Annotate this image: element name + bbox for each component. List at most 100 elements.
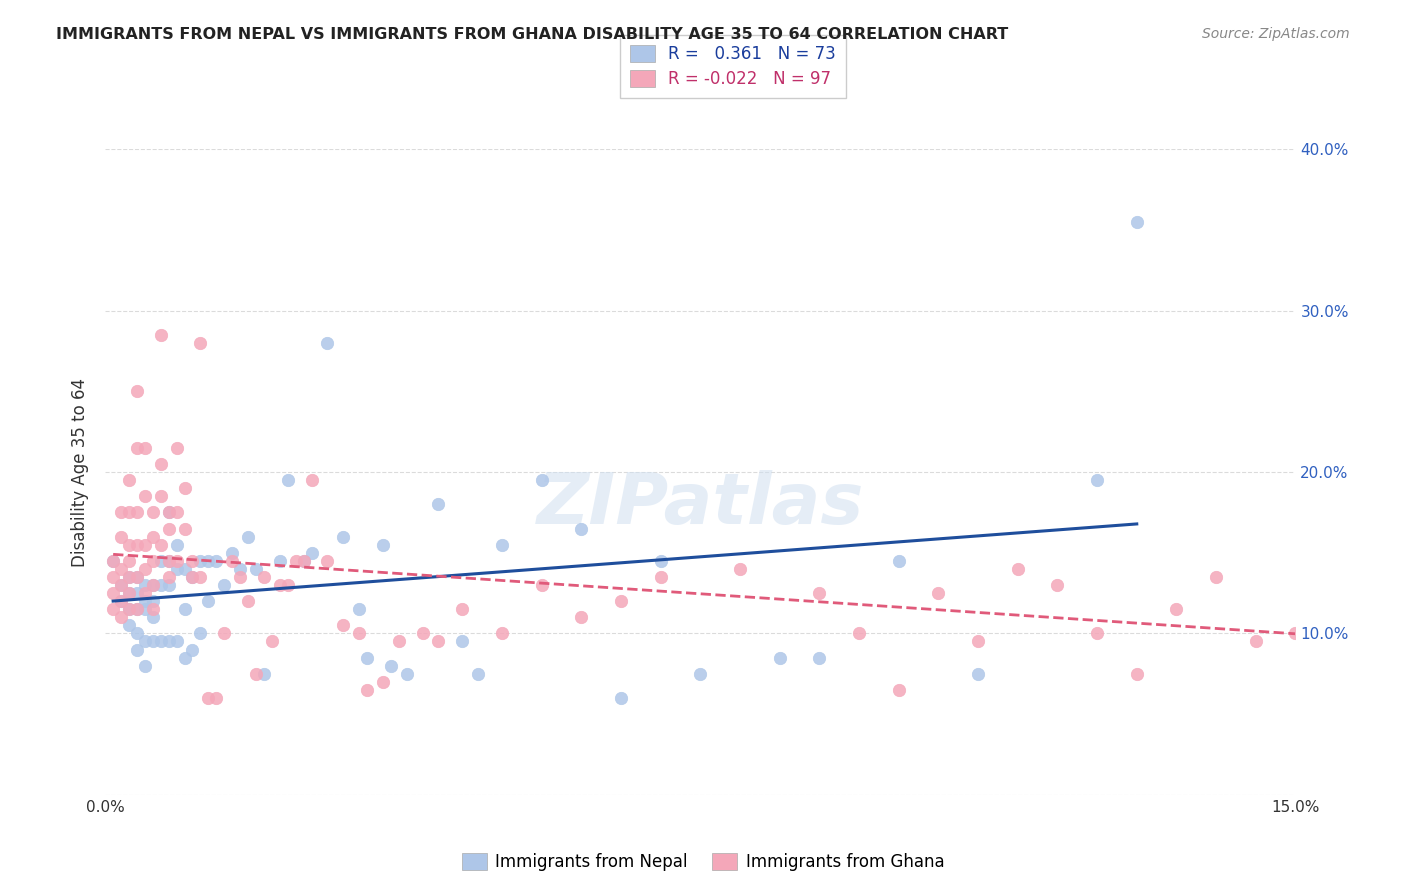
- Point: [1046, 578, 1069, 592]
- Point: [467, 666, 489, 681]
- Point: [427, 497, 450, 511]
- Point: [292, 554, 315, 568]
- Point: [689, 666, 711, 681]
- Point: [212, 626, 235, 640]
- Point: [236, 530, 259, 544]
- Point: [371, 674, 394, 689]
- Point: [347, 602, 370, 616]
- Point: [101, 570, 124, 584]
- Point: [260, 634, 283, 648]
- Point: [292, 554, 315, 568]
- Point: [808, 586, 831, 600]
- Point: [316, 554, 339, 568]
- Point: [125, 570, 148, 584]
- Text: IMMIGRANTS FROM NEPAL VS IMMIGRANTS FROM GHANA DISABILITY AGE 35 TO 64 CORRELATI: IMMIGRANTS FROM NEPAL VS IMMIGRANTS FROM…: [56, 27, 1008, 42]
- Point: [125, 570, 148, 584]
- Point: [125, 384, 148, 399]
- Point: [569, 521, 592, 535]
- Point: [110, 594, 132, 608]
- Point: [301, 473, 323, 487]
- Point: [530, 473, 553, 487]
- Point: [277, 473, 299, 487]
- Point: [142, 530, 165, 544]
- Point: [221, 546, 243, 560]
- Point: [848, 626, 870, 640]
- Point: [190, 554, 212, 568]
- Point: [569, 610, 592, 624]
- Point: [142, 602, 165, 616]
- Point: [1085, 473, 1108, 487]
- Point: [110, 530, 132, 544]
- Point: [277, 578, 299, 592]
- Point: [134, 634, 156, 648]
- Point: [118, 538, 141, 552]
- Point: [134, 441, 156, 455]
- Point: [149, 578, 172, 592]
- Point: [118, 602, 141, 616]
- Point: [110, 594, 132, 608]
- Point: [197, 690, 219, 705]
- Point: [284, 554, 307, 568]
- Point: [205, 690, 228, 705]
- Point: [134, 594, 156, 608]
- Point: [181, 570, 204, 584]
- Point: [166, 538, 188, 552]
- Point: [253, 570, 276, 584]
- Point: [332, 618, 354, 632]
- Point: [110, 610, 132, 624]
- Legend: Immigrants from Nepal, Immigrants from Ghana: Immigrants from Nepal, Immigrants from G…: [453, 845, 953, 880]
- Point: [221, 554, 243, 568]
- Point: [190, 570, 212, 584]
- Y-axis label: Disability Age 35 to 64: Disability Age 35 to 64: [72, 377, 89, 566]
- Point: [395, 666, 418, 681]
- Point: [427, 634, 450, 648]
- Point: [166, 562, 188, 576]
- Point: [1166, 602, 1188, 616]
- Point: [125, 586, 148, 600]
- Point: [610, 690, 633, 705]
- Point: [808, 650, 831, 665]
- Point: [134, 562, 156, 576]
- Point: [118, 618, 141, 632]
- Point: [1364, 578, 1386, 592]
- Point: [134, 489, 156, 503]
- Point: [110, 578, 132, 592]
- Point: [1126, 666, 1149, 681]
- Point: [134, 538, 156, 552]
- Point: [149, 457, 172, 471]
- Point: [118, 586, 141, 600]
- Point: [125, 602, 148, 616]
- Legend: R =   0.361   N = 73, R = -0.022   N = 97: R = 0.361 N = 73, R = -0.022 N = 97: [620, 35, 846, 98]
- Point: [769, 650, 792, 665]
- Point: [110, 562, 132, 576]
- Point: [197, 594, 219, 608]
- Point: [166, 441, 188, 455]
- Point: [166, 505, 188, 519]
- Point: [173, 602, 195, 616]
- Point: [927, 586, 949, 600]
- Point: [269, 578, 291, 592]
- Point: [190, 336, 212, 351]
- Point: [157, 578, 180, 592]
- Point: [610, 594, 633, 608]
- Point: [1284, 626, 1306, 640]
- Point: [229, 562, 252, 576]
- Point: [173, 650, 195, 665]
- Point: [149, 327, 172, 342]
- Point: [236, 594, 259, 608]
- Point: [190, 626, 212, 640]
- Point: [181, 642, 204, 657]
- Point: [157, 505, 180, 519]
- Point: [316, 336, 339, 351]
- Point: [1403, 682, 1406, 697]
- Point: [1244, 634, 1267, 648]
- Point: [142, 554, 165, 568]
- Point: [125, 642, 148, 657]
- Point: [197, 554, 219, 568]
- Point: [166, 634, 188, 648]
- Point: [157, 570, 180, 584]
- Point: [356, 650, 378, 665]
- Point: [157, 505, 180, 519]
- Point: [149, 554, 172, 568]
- Point: [110, 578, 132, 592]
